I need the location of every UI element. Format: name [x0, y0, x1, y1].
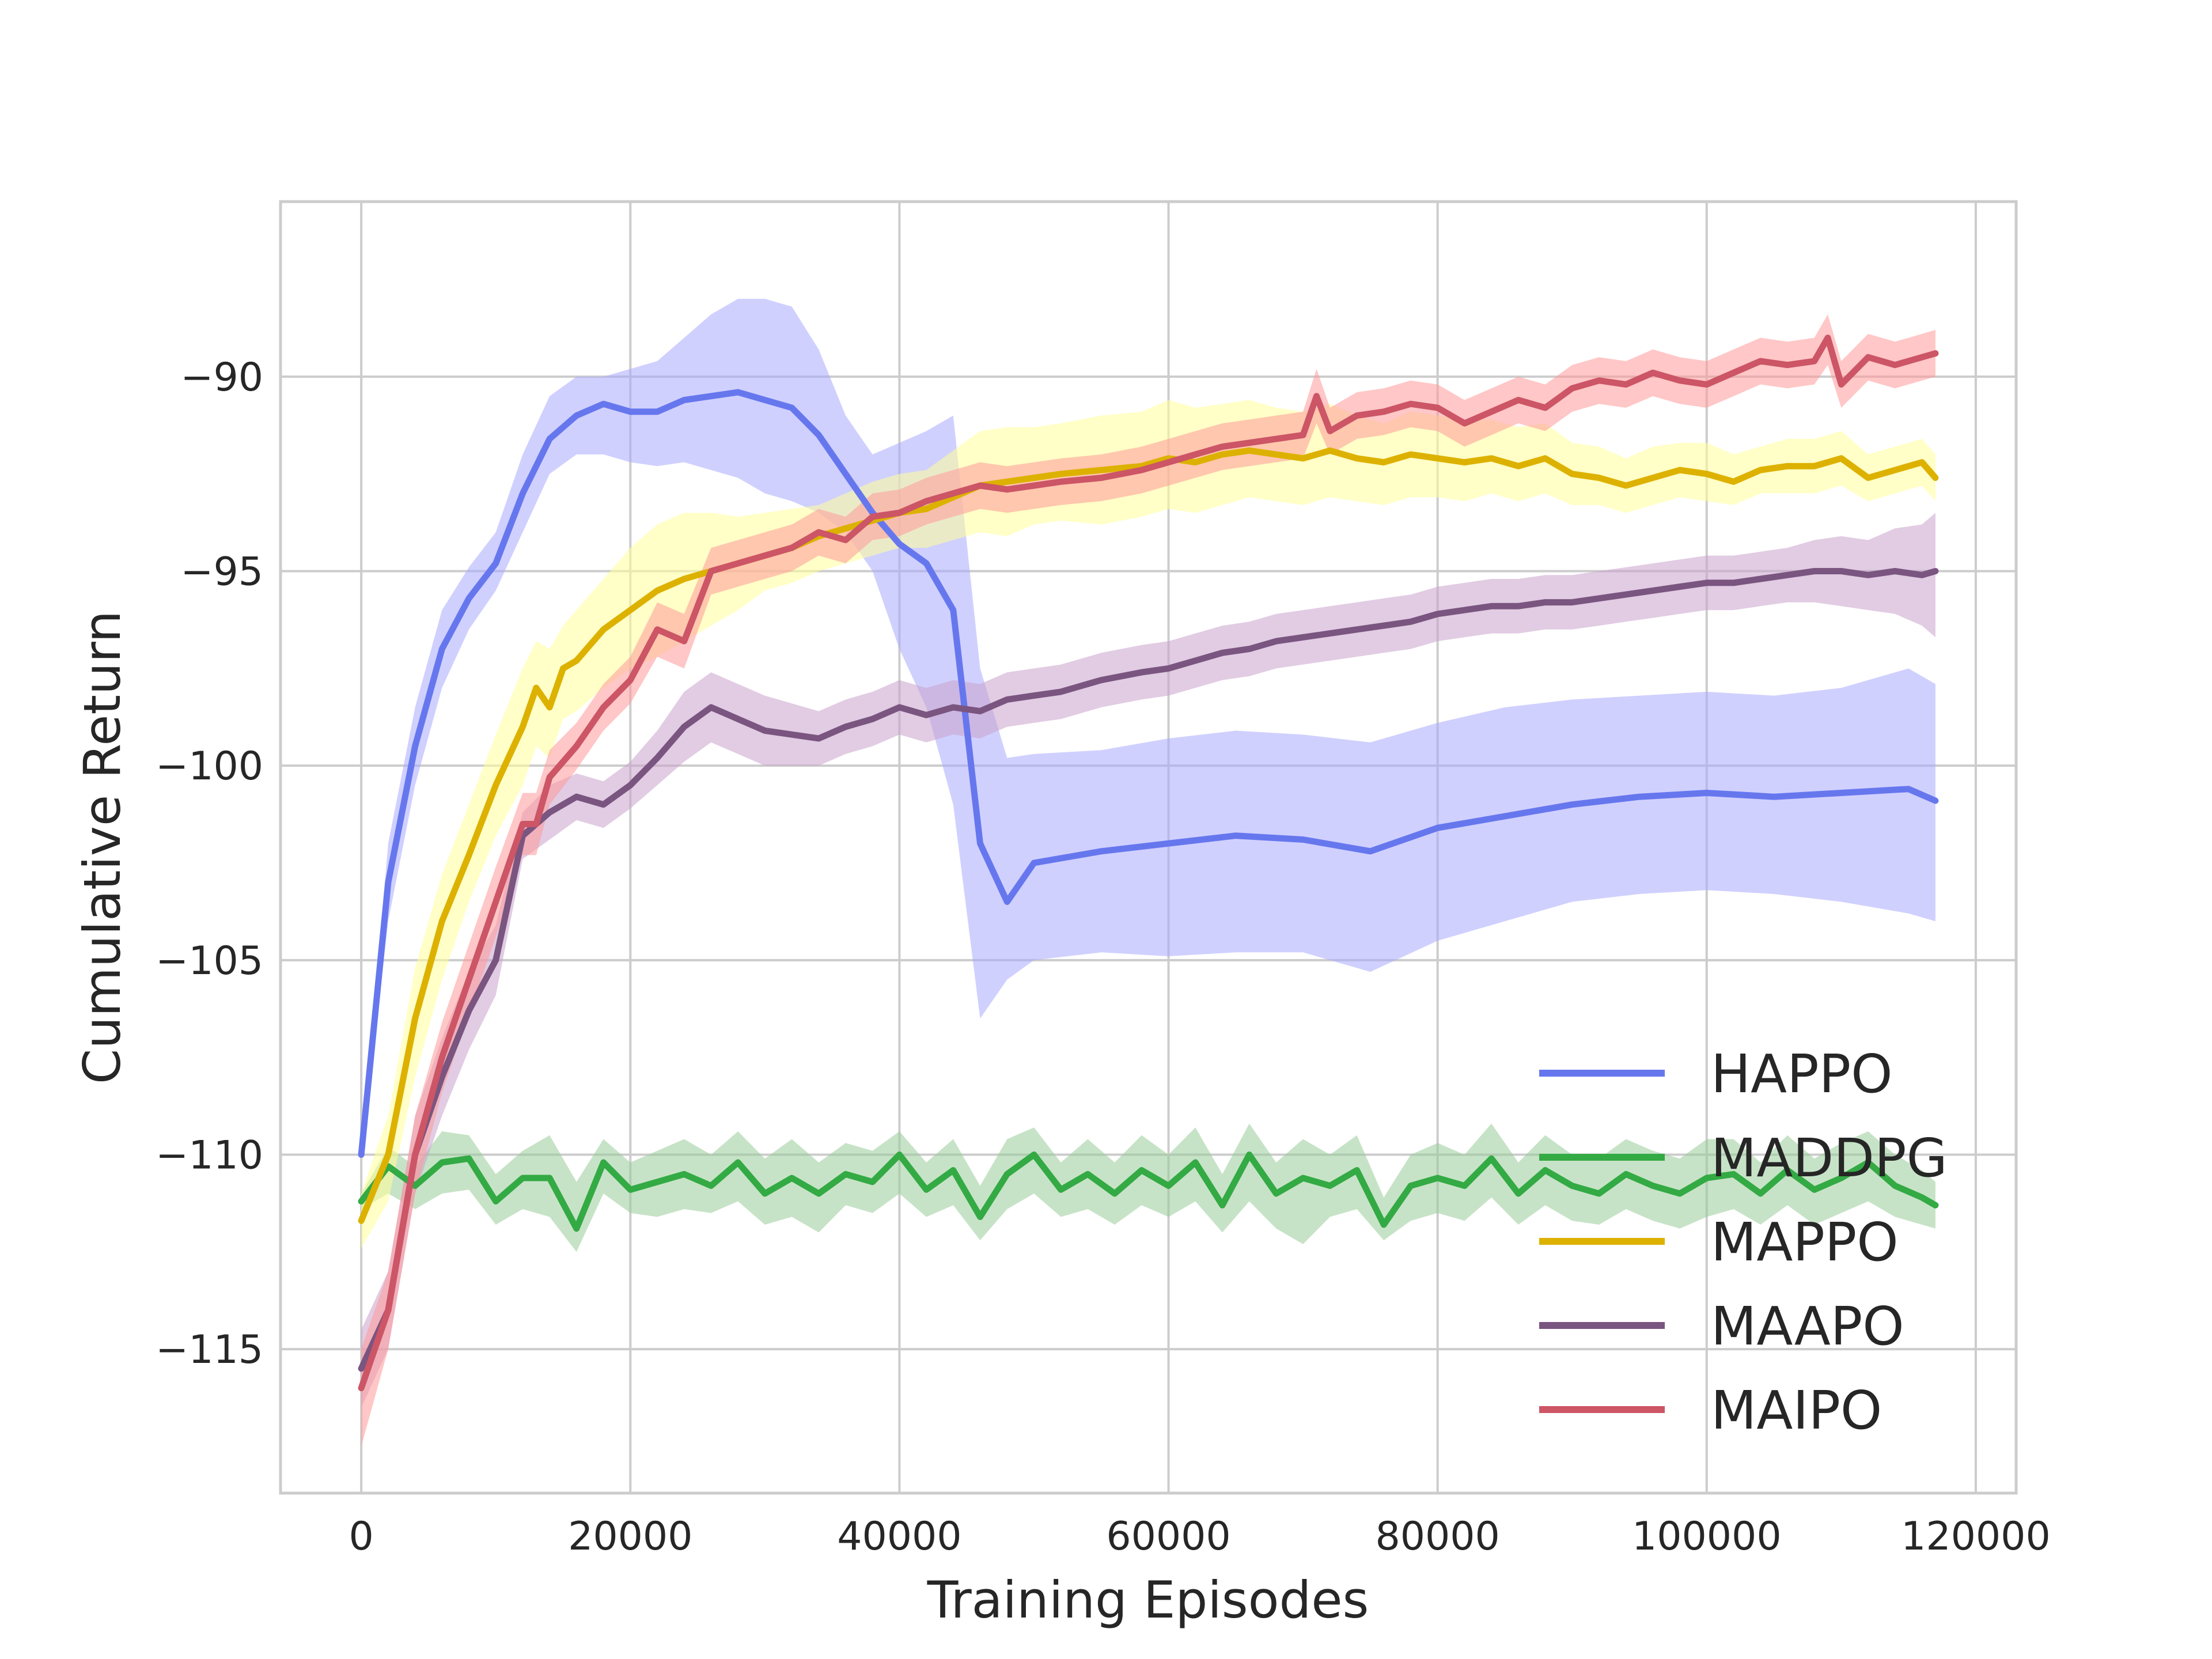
- y-tick-label: −100: [156, 744, 263, 789]
- series-lines: [358, 334, 1939, 1392]
- y-tick-label: −105: [156, 938, 263, 984]
- band-mappo: [361, 400, 1936, 1248]
- y-tick-label: −110: [156, 1132, 263, 1178]
- series-line-maapo: [358, 568, 1939, 1372]
- x-tick-label: 0: [349, 1514, 374, 1559]
- y-tick-label: −90: [180, 355, 263, 400]
- x-tick-label: 20000: [568, 1514, 692, 1559]
- x-axis-label: Training Episodes: [927, 1570, 1369, 1630]
- legend-label-mappo: MAPPO: [1711, 1211, 1899, 1273]
- y-tick-label: −115: [156, 1327, 263, 1373]
- y-axis-label: Cumulative Return: [73, 611, 132, 1084]
- x-tick-label: 80000: [1376, 1514, 1500, 1559]
- series-line-maipo: [358, 334, 1939, 1392]
- series-line-happo: [358, 389, 1939, 1158]
- x-tick-label: 100000: [1632, 1514, 1782, 1559]
- legend-label-happo: HAPPO: [1711, 1043, 1893, 1105]
- x-tick-label: 60000: [1106, 1514, 1230, 1559]
- legend-label-maddpg: MADDPG: [1711, 1127, 1948, 1189]
- plot-frame: [279, 200, 2018, 1495]
- x-tick-label: 120000: [1901, 1514, 2051, 1559]
- y-tick-labels: −90 −95 −100 −105 −110 −115: [156, 355, 263, 1373]
- x-tick-label: 40000: [837, 1514, 961, 1559]
- legend: HAPPO MADDPG MAPPO MAAPO MAIPO: [1539, 1043, 1948, 1441]
- series-line-mappo: [358, 447, 1939, 1224]
- band-happo: [361, 298, 1936, 1155]
- y-tick-label: −95: [180, 550, 263, 595]
- series-line-maddpg: [358, 1152, 1939, 1232]
- legend-label-maipo: MAIPO: [1711, 1380, 1882, 1441]
- x-tick-labels: 0 20000 40000 60000 80000 100000 120000: [349, 1514, 2051, 1559]
- band-maapo: [361, 513, 1936, 1408]
- legend-label-maapo: MAAPO: [1711, 1296, 1904, 1357]
